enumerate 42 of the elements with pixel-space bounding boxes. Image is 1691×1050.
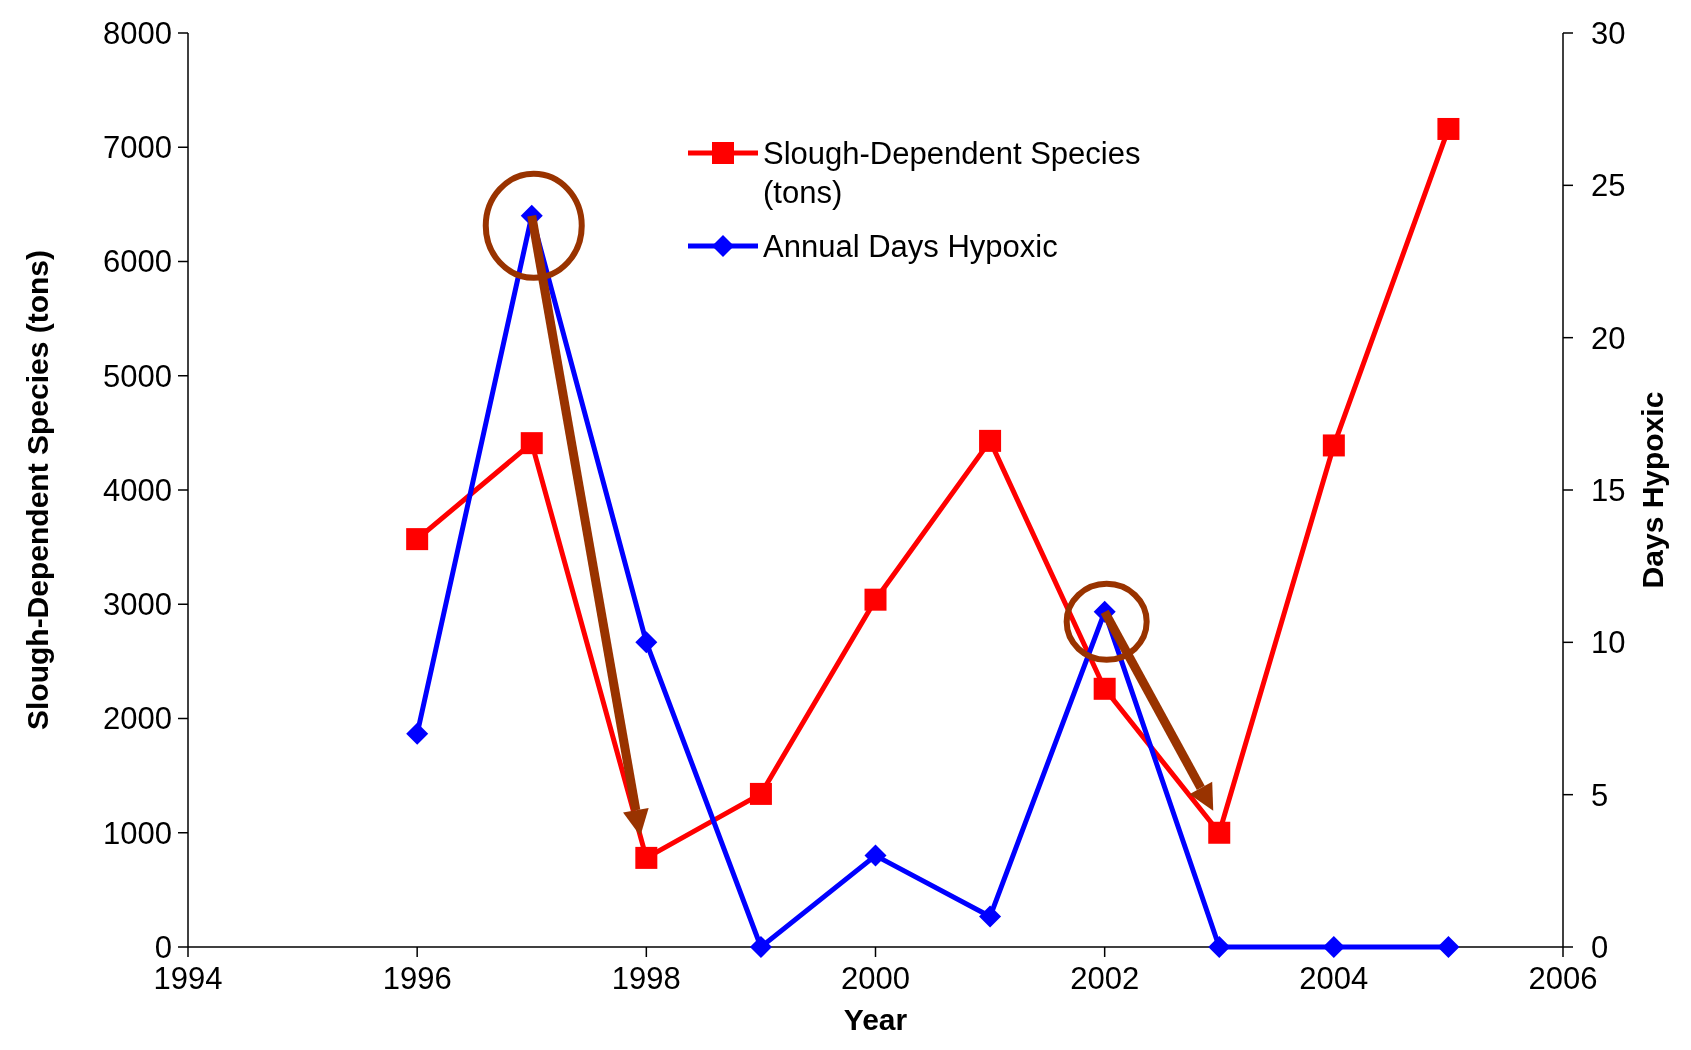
y-tick-label: 2000 [103,701,172,737]
y-tick-label: 7000 [103,130,172,166]
point [635,631,658,654]
point [1437,117,1460,140]
point [979,429,1002,452]
y2-tick-label: 10 [1591,625,1626,661]
point [520,432,543,455]
y-tick-label: 8000 [103,15,172,51]
legend-label: Annual Days Hypoxic [763,228,1058,264]
point [864,844,887,867]
point [1322,936,1345,958]
x-tick-label: 2004 [1299,961,1369,996]
x-tick-label: 1998 [611,961,681,996]
point [1093,677,1116,700]
point [1322,434,1345,457]
y-tick-label: 1000 [103,815,172,851]
point [406,722,429,745]
point [749,782,772,805]
y-tick-label: 3000 [103,587,172,623]
y-axis-title: Slough-Dependent Species (tons) [21,249,54,731]
x-tick-label: 2002 [1070,961,1140,996]
point [1208,821,1231,844]
point [979,905,1002,928]
point [1208,936,1231,958]
legend-label: Slough-Dependent Species (tons) [763,135,1141,210]
y2-tick-label: 20 [1591,320,1626,356]
y2-tick-label: 30 [1591,15,1626,51]
y-tick-label: 5000 [103,358,172,394]
y2-axis-title: Days Hypoxic [1636,391,1669,589]
y-tick-label: 4000 [103,472,172,508]
x-axis-title: Year [843,1003,908,1036]
y2-tick-label: 15 [1591,472,1626,508]
point [406,528,429,551]
y2-tick-label: 5 [1591,777,1609,813]
y-tick-label: 6000 [103,244,172,280]
point [635,846,658,869]
point [749,936,772,958]
x-tick-label: 2000 [841,961,910,996]
point [864,588,887,611]
y2-tick-label: 25 [1591,168,1626,204]
x-tick-label: 1996 [382,961,452,996]
point [1437,936,1460,958]
